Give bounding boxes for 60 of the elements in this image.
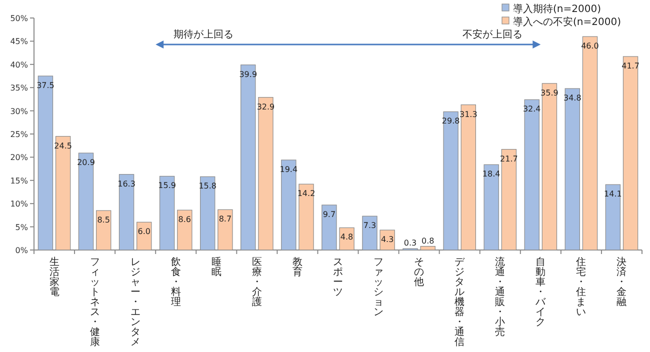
data-label: 32.4 — [522, 104, 541, 114]
data-label: 46.0 — [581, 42, 599, 51]
data-label: 39.9 — [239, 70, 258, 79]
data-label: 4.3 — [380, 235, 394, 244]
data-label: 9.7 — [322, 210, 336, 219]
x-tick-label: 睡眠 — [211, 256, 222, 278]
y-tick-label: 5% — [15, 222, 28, 232]
x-tick-label: ファッション — [374, 257, 384, 318]
data-label: 31.3 — [459, 110, 478, 119]
x-tick-label: 流通・通販・小売 — [495, 256, 506, 338]
data-label: 29.8 — [442, 116, 460, 126]
y-tick-label: 30% — [10, 106, 28, 116]
category-label: デジタル機器・通信 — [454, 257, 465, 348]
y-tick-label: 20% — [10, 153, 28, 162]
data-label: 20.9 — [77, 158, 95, 168]
data-label: 7.3 — [363, 221, 376, 230]
data-label: 21.7 — [500, 154, 518, 164]
y-tick-label: 10% — [10, 200, 28, 209]
annotation: 期待が上回る — [174, 28, 234, 40]
data-label: 8.6 — [178, 215, 192, 224]
x-tick-label: 教育 — [292, 257, 302, 278]
category-label: フィットネス・健康 — [90, 257, 100, 348]
data-label: 15.9 — [158, 181, 176, 190]
data-label: 14.1 — [604, 190, 622, 199]
y-tick-label: 40% — [10, 60, 28, 70]
y-tick-label: 0% — [15, 246, 28, 255]
data-label: 41.7 — [622, 62, 640, 71]
x-tick-label: 自動車・バイク — [534, 256, 547, 328]
legend-label: 導入への不安(n=2000) — [513, 16, 622, 28]
y-tick-label: 50% — [10, 14, 28, 23]
y-tick-label: 35% — [10, 84, 28, 93]
y-tick-label: 45% — [10, 37, 28, 46]
data-label: 15.8 — [198, 182, 217, 191]
data-label: 34.8 — [564, 94, 582, 103]
data-label: 35.9 — [540, 88, 558, 98]
data-label: 24.5 — [54, 141, 72, 150]
data-label: 37.5 — [36, 81, 54, 90]
x-tick-label: 決済・金融 — [616, 256, 627, 308]
data-label: 19.4 — [280, 164, 298, 174]
data-label: 8.7 — [218, 214, 232, 224]
data-label: 0.3 — [404, 238, 417, 248]
data-label: 16.3 — [118, 179, 136, 188]
x-tick-label: 住宅・住まい — [576, 257, 586, 318]
legend-label: 導入期待(n=2000) — [513, 3, 602, 15]
x-tick-label: その他 — [414, 257, 424, 288]
data-label: 32.9 — [256, 102, 275, 112]
annotation: 不安が上回る — [462, 28, 523, 40]
x-tick-label: 生活家電 — [49, 256, 60, 298]
data-label: 14.2 — [297, 189, 316, 198]
y-tick-label: 15% — [10, 176, 28, 186]
category-label: レジャー・エンタメ — [130, 257, 140, 348]
data-label: 4.8 — [340, 232, 354, 242]
data-label: 0.8 — [421, 236, 434, 246]
data-label: 6.0 — [138, 227, 150, 236]
x-tick-label: 飲食・料理 — [170, 257, 181, 308]
data-label: 18.4 — [482, 170, 500, 179]
data-label: 8.5 — [97, 216, 110, 225]
x-tick-label: スポーツ — [333, 257, 343, 298]
y-tick-label: 25% — [10, 130, 28, 139]
x-tick-label: 医療・介護 — [252, 257, 262, 308]
